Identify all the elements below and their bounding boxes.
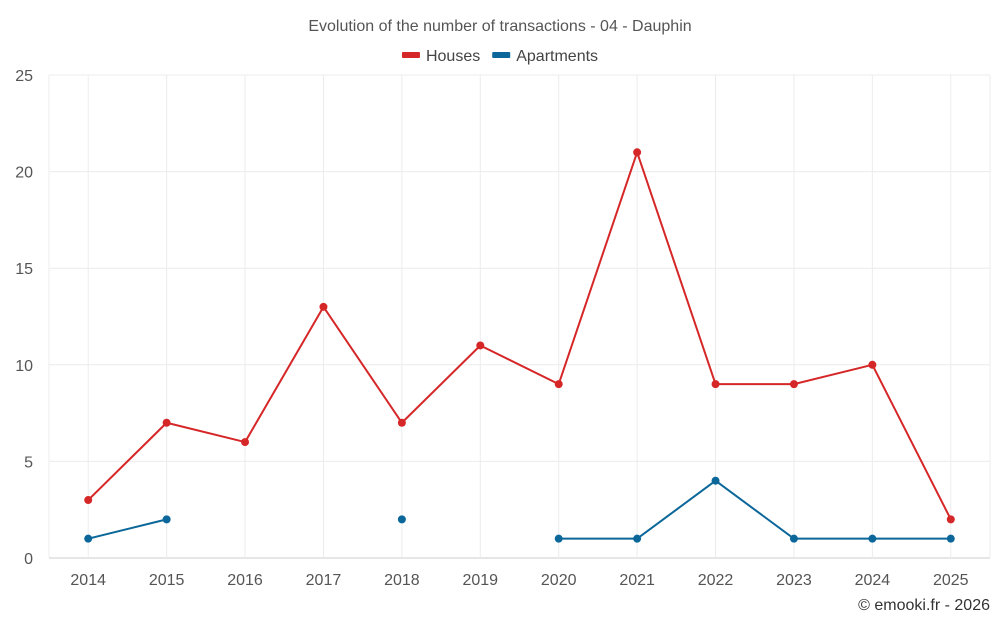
series-line-houses-2014-2015 [87, 421, 168, 502]
series-apartments [84, 476, 955, 543]
data-point-houses-2018[interactable] [397, 418, 406, 427]
series-line-houses-2017-2018 [322, 305, 403, 424]
y-axis-ticks: 0 5 10 15 20 25 [15, 68, 33, 568]
x-tick-label-2024: 2024 [855, 572, 891, 589]
x-tick-label-2017: 2017 [306, 572, 342, 589]
x-tick-label-2016: 2016 [227, 572, 263, 589]
x-axis-ticks: 2014 2015 2016 2017 2018 2019 2020 2021 2022 2023… [70, 572, 968, 589]
data-point-houses-2017[interactable] [319, 302, 328, 311]
data-point-apartments-2022[interactable] [711, 476, 720, 485]
data-point-houses-2020[interactable] [554, 380, 563, 389]
y-tick-label-0: 0 [24, 551, 33, 568]
series-line-houses-2021-2022 [636, 151, 717, 386]
data-point-houses-2015[interactable] [162, 418, 171, 427]
legend-label-apartments: Apartments [516, 48, 598, 65]
x-tick-label-2020: 2020 [541, 572, 577, 589]
data-point-apartments-2018[interactable] [397, 515, 406, 524]
series-line-houses-2016-2017 [244, 305, 325, 444]
data-point-apartments-2015[interactable] [162, 515, 171, 524]
credit-text: © emooki.fr - 2026 [858, 597, 990, 614]
legend-item-houses[interactable]: Houses [401, 48, 480, 65]
data-point-houses-2025[interactable] [946, 515, 955, 524]
data-point-apartments-2024[interactable] [868, 534, 877, 543]
data-point-houses-2019[interactable] [476, 341, 485, 350]
series-line-houses-2023-2024 [792, 363, 874, 386]
series-line-houses-2020-2021 [557, 151, 639, 386]
legend-swatch-apartments [492, 52, 511, 58]
data-point-apartments-2014[interactable] [84, 534, 93, 543]
data-point-houses-2023[interactable] [789, 380, 798, 389]
y-tick-label-10: 10 [15, 358, 33, 375]
series-houses [84, 148, 955, 524]
series-line-houses-2018-2019 [400, 344, 482, 424]
data-point-houses-2024[interactable] [868, 360, 877, 369]
data-point-apartments-2020[interactable] [554, 534, 563, 543]
data-point-apartments-2025[interactable] [946, 534, 955, 543]
legend: Houses Apartments [401, 48, 598, 65]
legend-swatch-houses [401, 52, 420, 58]
x-tick-label-2021: 2021 [619, 572, 655, 589]
y-tick-label-25: 25 [15, 68, 33, 85]
x-tick-label-2019: 2019 [462, 572, 498, 589]
series-line-apartments-2022-2023 [714, 479, 795, 540]
series-line-houses-2015-2016 [165, 421, 247, 444]
chart-title: Evolution of the number of transactions … [308, 18, 691, 35]
series-line-apartments-2021-2022 [636, 479, 717, 540]
data-point-apartments-2021[interactable] [633, 534, 642, 543]
x-tick-label-2014: 2014 [70, 572, 106, 589]
series-line-apartments-2014-2015 [87, 518, 168, 540]
y-tick-label-5: 5 [24, 454, 33, 471]
x-tick-label-2018: 2018 [384, 572, 420, 589]
x-tick-label-2015: 2015 [149, 572, 185, 589]
y-tick-label-15: 15 [15, 261, 33, 278]
legend-label-houses: Houses [426, 48, 480, 65]
data-point-houses-2016[interactable] [241, 438, 250, 447]
data-point-apartments-2023[interactable] [789, 534, 798, 543]
x-tick-label-2022: 2022 [698, 572, 734, 589]
series-line-houses-2024-2025 [871, 363, 952, 521]
data-point-houses-2014[interactable] [84, 496, 93, 505]
series-layer [84, 148, 955, 543]
y-tick-label-20: 20 [15, 165, 33, 182]
legend-item-apartments[interactable]: Apartments [492, 48, 598, 65]
data-point-houses-2021[interactable] [633, 148, 642, 157]
grid [48, 74, 991, 559]
data-point-houses-2022[interactable] [711, 380, 720, 389]
series-line-houses-2019-2020 [479, 344, 560, 386]
x-tick-label-2023: 2023 [776, 572, 812, 589]
x-tick-label-2025: 2025 [933, 572, 969, 589]
